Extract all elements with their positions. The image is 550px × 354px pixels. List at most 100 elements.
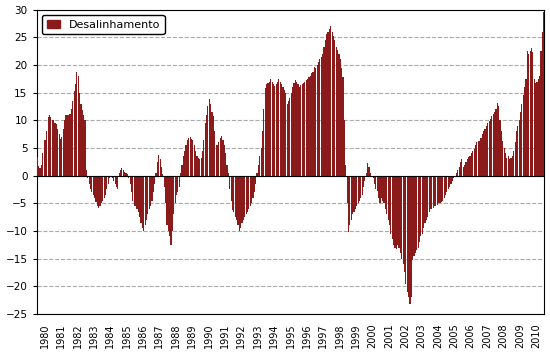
Bar	[304, 81, 305, 176]
Bar	[524, 87, 525, 176]
Bar	[280, 81, 281, 176]
Bar	[284, 90, 285, 176]
Bar	[87, 176, 89, 178]
Bar	[497, 103, 498, 176]
Bar	[439, 176, 441, 203]
Bar	[214, 131, 215, 176]
Bar	[334, 40, 336, 176]
Bar	[522, 95, 524, 176]
Bar	[218, 142, 219, 176]
Bar	[201, 158, 202, 176]
Bar	[510, 158, 512, 176]
Bar	[111, 176, 112, 177]
Bar	[527, 51, 528, 176]
Bar	[90, 176, 91, 189]
Bar	[379, 176, 381, 203]
Bar	[324, 40, 326, 176]
Bar	[341, 68, 342, 176]
Bar	[295, 80, 296, 176]
Bar	[259, 156, 260, 176]
Bar	[463, 167, 464, 176]
Bar	[299, 87, 300, 176]
Bar	[58, 134, 60, 176]
Bar	[520, 112, 521, 176]
Bar	[443, 176, 445, 198]
Bar	[100, 176, 101, 206]
Bar	[310, 76, 311, 176]
Bar	[517, 126, 519, 176]
Legend: Desalinhamento: Desalinhamento	[42, 15, 164, 34]
Bar	[396, 176, 397, 249]
Bar	[508, 156, 509, 176]
Bar	[355, 176, 356, 209]
Bar	[188, 138, 189, 176]
Bar	[360, 176, 361, 198]
Bar	[124, 172, 125, 176]
Bar	[69, 114, 70, 176]
Bar	[406, 176, 408, 292]
Bar	[501, 131, 502, 176]
Bar	[306, 80, 307, 176]
Bar	[468, 157, 469, 176]
Bar	[153, 176, 154, 192]
Bar	[361, 176, 363, 195]
Bar	[487, 123, 488, 176]
Bar	[222, 139, 223, 176]
Bar	[307, 79, 308, 176]
Bar	[156, 173, 157, 176]
Bar	[95, 176, 97, 202]
Bar	[190, 137, 191, 176]
Bar	[386, 176, 387, 214]
Bar	[349, 176, 350, 225]
Bar	[416, 176, 417, 250]
Bar	[143, 176, 144, 231]
Bar	[98, 176, 100, 208]
Bar	[318, 62, 319, 176]
Bar	[265, 88, 266, 176]
Bar	[248, 176, 250, 209]
Bar	[303, 82, 304, 176]
Bar	[162, 175, 163, 176]
Bar	[224, 145, 225, 176]
Bar	[219, 138, 221, 176]
Bar	[89, 176, 90, 184]
Bar	[194, 145, 195, 176]
Bar	[57, 129, 58, 176]
Bar	[352, 176, 353, 214]
Bar	[513, 151, 514, 176]
Bar	[531, 48, 532, 176]
Bar	[41, 165, 42, 176]
Bar	[348, 176, 349, 232]
Bar	[480, 138, 482, 176]
Bar	[207, 107, 208, 176]
Bar	[296, 81, 297, 176]
Bar	[415, 176, 416, 253]
Bar	[52, 120, 53, 176]
Bar	[184, 151, 185, 176]
Bar	[438, 176, 439, 203]
Bar	[539, 76, 540, 176]
Bar	[368, 167, 370, 176]
Bar	[431, 176, 432, 209]
Bar	[358, 176, 359, 203]
Bar	[322, 54, 323, 176]
Bar	[541, 51, 542, 176]
Bar	[496, 109, 497, 176]
Bar	[176, 176, 177, 195]
Bar	[179, 176, 180, 187]
Bar	[79, 93, 80, 176]
Bar	[180, 173, 181, 176]
Bar	[120, 170, 121, 176]
Bar	[208, 99, 210, 176]
Bar	[494, 112, 495, 176]
Bar	[519, 120, 520, 176]
Bar	[428, 176, 430, 212]
Bar	[317, 65, 318, 176]
Bar	[363, 176, 364, 187]
Bar	[112, 176, 113, 178]
Bar	[123, 170, 124, 176]
Bar	[134, 176, 135, 206]
Bar	[448, 176, 449, 189]
Bar	[108, 176, 109, 184]
Bar	[273, 84, 274, 176]
